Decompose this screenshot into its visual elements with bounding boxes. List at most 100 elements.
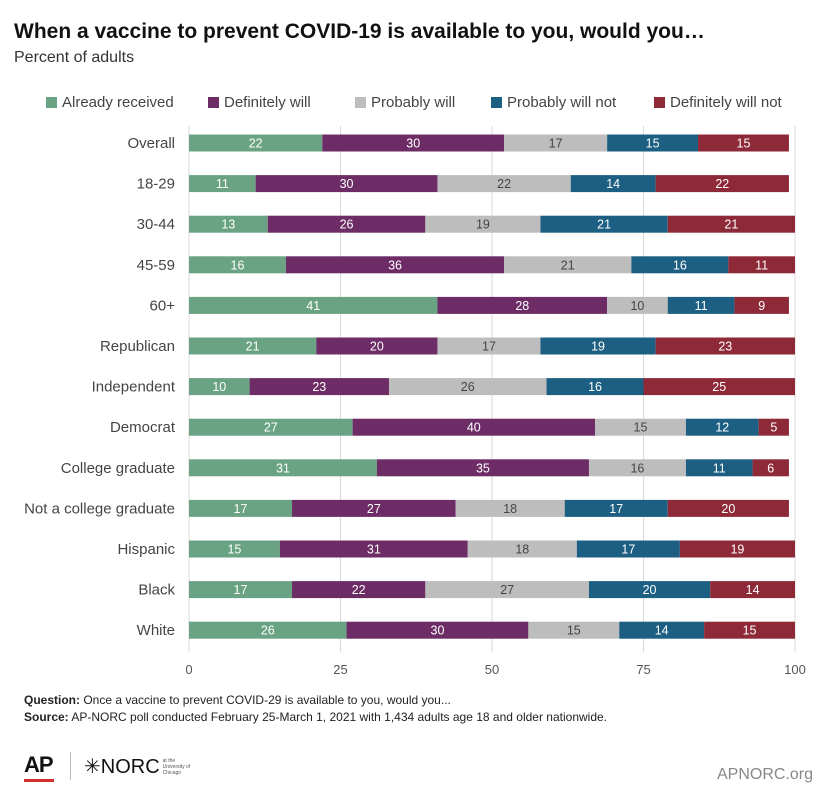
data-label: 25 (712, 380, 726, 394)
bar-segment (249, 378, 389, 396)
bar-segment (376, 459, 589, 477)
data-label: 18 (503, 502, 517, 516)
bar-segment (667, 499, 789, 517)
category-label: 30-44 (137, 216, 175, 233)
data-label: 11 (713, 461, 726, 475)
category-label: Black (138, 582, 175, 599)
data-label: 36 (388, 258, 402, 272)
bar-segment (322, 134, 505, 152)
legend-swatch (654, 97, 665, 108)
bar-segment (710, 581, 795, 599)
legend: Already received Definitely will Probably … (0, 94, 831, 116)
data-label: 22 (497, 177, 511, 191)
data-label: 19 (476, 218, 490, 232)
bar-segment (655, 175, 789, 193)
legend-item: Definitely will (208, 94, 311, 111)
bar-segment (346, 621, 529, 639)
bar-segment (564, 499, 668, 517)
data-label: 30 (431, 624, 445, 638)
source-text: AP-NORC poll conducted February 25-March… (68, 710, 608, 724)
x-tick-label: 100 (784, 662, 806, 677)
legend-item: Already received (46, 94, 174, 111)
data-label: 17 (234, 583, 248, 597)
legend-item: Probably will not (491, 94, 616, 111)
bar-segment (588, 581, 711, 599)
bar-segment (607, 134, 699, 152)
bar-segment (189, 418, 353, 436)
bar-segment (570, 175, 656, 193)
bar-segment (504, 134, 608, 152)
legend-swatch (208, 97, 219, 108)
data-label: 20 (370, 340, 384, 354)
data-label: 31 (367, 543, 381, 557)
legend-swatch (46, 97, 57, 108)
bar-segment (619, 621, 705, 639)
bar-segment (267, 215, 426, 233)
data-label: 14 (746, 583, 760, 597)
question-note: Question: Once a vaccine to prevent COVI… (24, 693, 451, 707)
data-label: 31 (276, 461, 290, 475)
bar-segment (425, 581, 589, 599)
data-label: 11 (216, 177, 229, 191)
bar-segment (734, 296, 789, 314)
bar-segment (685, 418, 759, 436)
x-tick-label: 50 (485, 662, 499, 677)
data-label: 16 (588, 380, 602, 394)
data-label: 17 (609, 502, 623, 516)
data-label: 6 (767, 461, 774, 475)
bar-segment (546, 378, 644, 396)
bar-segment (279, 540, 468, 558)
bar-segment (607, 296, 668, 314)
bar-segment (643, 378, 795, 396)
category-label: College graduate (61, 460, 175, 477)
data-label: 12 (715, 421, 729, 435)
data-label: 22 (249, 137, 263, 151)
category-label: Not a college graduate (24, 500, 175, 517)
bar-segment (588, 459, 686, 477)
bar-segment (667, 296, 735, 314)
bar-segment (292, 581, 426, 599)
site-link[interactable]: APNORC.org (716, 766, 813, 783)
category-label: 18-29 (137, 176, 175, 193)
data-label: 21 (597, 218, 611, 232)
legend-item: Definitely will not (654, 94, 782, 111)
norc-logo-text: ✳NORC (84, 756, 160, 778)
category-label: 45-59 (137, 257, 175, 274)
data-label: 23 (718, 340, 732, 354)
chart-title: When a vaccine to prevent COVID-19 is av… (14, 20, 705, 43)
data-label: 22 (715, 177, 729, 191)
data-label: 21 (246, 340, 260, 354)
legend-label: Probably will not (507, 94, 617, 111)
bar-segment (437, 296, 608, 314)
data-label: 22 (352, 583, 366, 597)
bar-segment (455, 499, 565, 517)
bar-segment (316, 337, 438, 355)
bar-segment (189, 296, 438, 314)
bar-segment (631, 256, 729, 274)
bar-segment (504, 256, 632, 274)
data-label: 20 (643, 583, 657, 597)
bar-segment (704, 621, 795, 639)
data-label: 19 (591, 340, 605, 354)
bar-segment (189, 499, 293, 517)
category-label: Democrat (110, 419, 176, 436)
bar-segment (698, 134, 789, 152)
bar-segment (189, 581, 293, 599)
bar-segment (189, 621, 347, 639)
bar-segment (255, 175, 438, 193)
ap-logo-underline (24, 779, 54, 782)
ap-logo: AP (24, 752, 54, 777)
legend-swatch (491, 97, 502, 108)
data-label: 9 (758, 299, 765, 313)
category-label: 60+ (150, 297, 176, 314)
bar-segment (285, 256, 505, 274)
x-tick-label: 25 (333, 662, 347, 677)
category-label: White (137, 622, 175, 639)
bar-segment (752, 459, 789, 477)
data-label: 13 (221, 218, 235, 232)
legend-label: Definitely will (224, 94, 311, 111)
data-label: 21 (724, 218, 738, 232)
category-label: Independent (92, 379, 176, 396)
legend-swatch (355, 97, 366, 108)
bar-segment (189, 215, 268, 233)
